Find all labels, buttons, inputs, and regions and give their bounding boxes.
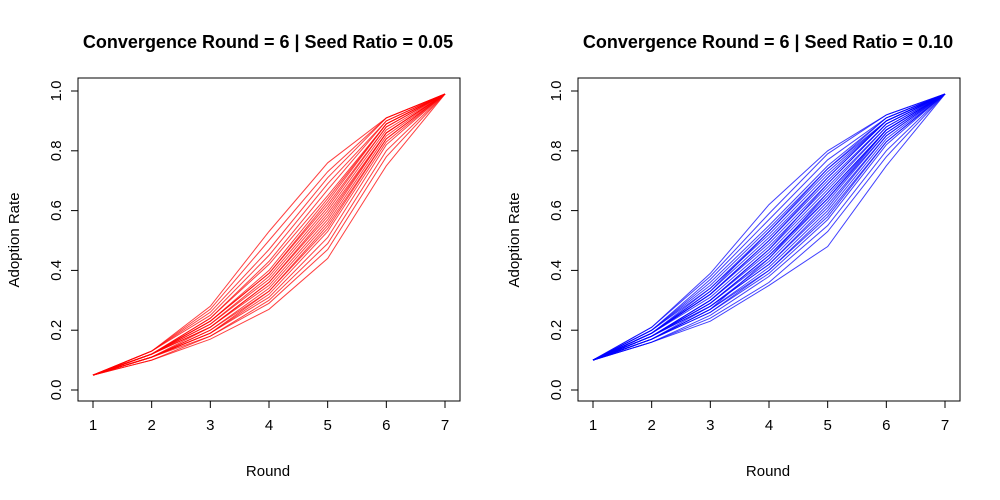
x-tick-label: 2 <box>647 417 655 434</box>
series-line <box>92 93 446 376</box>
x-tick-label: 6 <box>382 417 390 434</box>
series-line <box>92 93 446 376</box>
series-line <box>92 93 446 376</box>
x-axis-label: Round <box>246 463 290 480</box>
series-line <box>92 93 446 376</box>
y-tick-label: 0.0 <box>548 380 565 401</box>
x-tick-label: 3 <box>706 417 714 434</box>
y-tick-label: 0.4 <box>48 260 65 281</box>
x-tick-label: 5 <box>823 417 831 434</box>
series-line <box>92 93 446 376</box>
y-tick-label: 0.2 <box>48 320 65 341</box>
x-tick-label: 5 <box>323 417 331 434</box>
series-line <box>592 93 946 361</box>
y-tick-label: 0.8 <box>548 140 565 161</box>
y-tick-label: 1.0 <box>548 81 565 102</box>
series-line <box>92 93 446 376</box>
x-tick-label: 7 <box>441 417 449 434</box>
series-line <box>92 93 446 376</box>
series-line <box>92 93 446 376</box>
y-axis: 0.0 0.2 0.4 0.6 0.8 1.0 <box>48 81 79 401</box>
y-tick-label: 0.6 <box>548 200 565 221</box>
series-line <box>592 93 946 361</box>
chart-panel-seed-0-10: Convergence Round = 6 | Seed Ratio = 0.1… <box>506 32 961 480</box>
series-line <box>92 93 446 376</box>
series-line <box>92 93 446 376</box>
x-tick-label: 3 <box>206 417 214 434</box>
x-tick-label: 6 <box>882 417 890 434</box>
x-tick-label: 4 <box>765 417 773 434</box>
series-line <box>92 93 446 376</box>
x-axis: 1 2 3 4 5 6 7 <box>589 400 949 434</box>
series-line <box>92 93 446 376</box>
series-line <box>592 93 946 361</box>
series-group <box>592 93 946 361</box>
series-line <box>92 93 446 376</box>
series-line <box>592 93 946 361</box>
x-tick-label: 1 <box>89 417 97 434</box>
y-tick-label: 0.8 <box>48 140 65 161</box>
y-axis-label: Adoption Rate <box>6 192 23 287</box>
x-tick-label: 7 <box>941 417 949 434</box>
y-axis-label: Adoption Rate <box>506 192 523 287</box>
chart-panel-seed-0-05: Convergence Round = 6 | Seed Ratio = 0.0… <box>6 32 461 480</box>
series-line <box>92 93 446 376</box>
y-tick-label: 0.4 <box>548 260 565 281</box>
x-tick-label: 2 <box>147 417 155 434</box>
y-tick-label: 0.2 <box>548 320 565 341</box>
chart-title: Convergence Round = 6 | Seed Ratio = 0.1… <box>583 32 953 52</box>
x-axis-label: Round <box>746 463 790 480</box>
x-axis: 1 2 3 4 5 6 7 <box>89 400 449 434</box>
series-line <box>92 93 446 376</box>
y-tick-label: 1.0 <box>48 81 65 102</box>
x-tick-label: 4 <box>265 417 273 434</box>
y-tick-label: 0.0 <box>48 380 65 401</box>
series-line <box>92 93 446 376</box>
x-tick-label: 1 <box>589 417 597 434</box>
series-line <box>92 93 446 376</box>
series-line <box>592 93 946 361</box>
y-axis: 0.0 0.2 0.4 0.6 0.8 1.0 <box>548 81 579 401</box>
chart-title: Convergence Round = 6 | Seed Ratio = 0.0… <box>83 32 453 52</box>
series-line <box>92 93 446 376</box>
series-line <box>592 93 946 361</box>
series-group <box>92 93 446 376</box>
series-line <box>92 93 446 376</box>
y-tick-label: 0.6 <box>48 200 65 221</box>
series-line <box>92 93 446 376</box>
series-line <box>592 93 946 361</box>
series-line <box>92 93 446 376</box>
series-line <box>92 93 446 376</box>
